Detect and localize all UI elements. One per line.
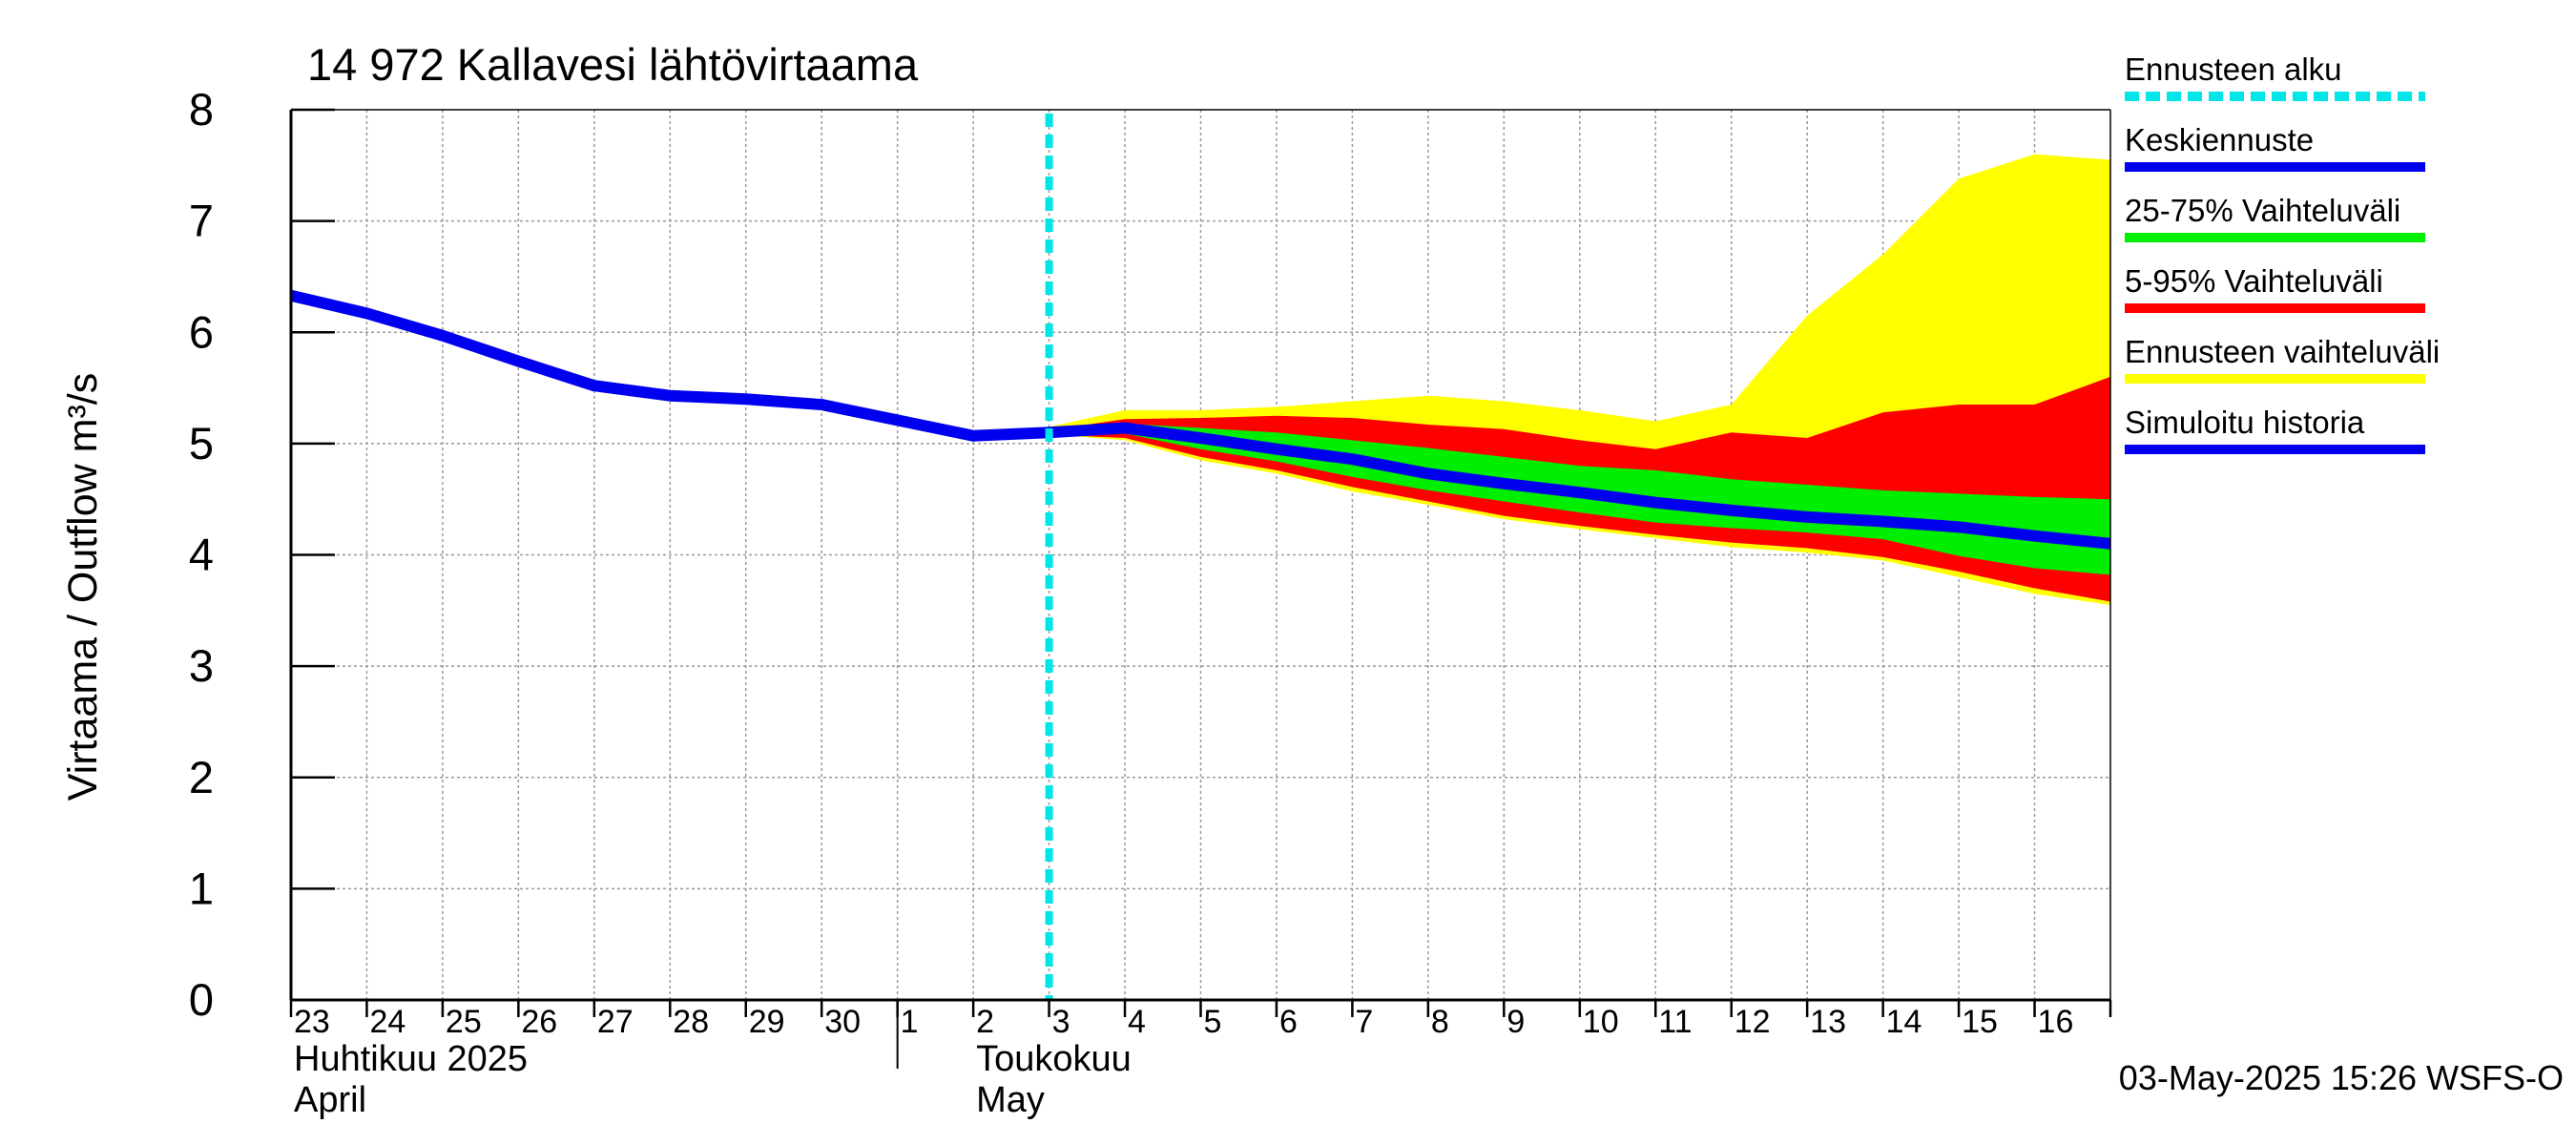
- x-tick-label: 4: [1128, 1004, 1146, 1040]
- y-tick-label: 1: [189, 863, 214, 913]
- y-tick-label: 8: [189, 84, 214, 135]
- x-tick-label: 3: [1052, 1004, 1070, 1040]
- footer-timestamp: 03-May-2025 15:26 WSFS-O: [2119, 1058, 2564, 1097]
- y-tick-label: 0: [189, 974, 214, 1025]
- x-tick-label: 14: [1886, 1004, 1922, 1040]
- x-tick-label: 16: [2038, 1004, 2074, 1040]
- x-tick-label: 26: [521, 1004, 557, 1040]
- x-tick-label: 12: [1735, 1004, 1771, 1040]
- month-label: Huhtikuu 2025: [294, 1039, 528, 1079]
- chart-title: 14 972 Kallavesi lähtövirtaama: [307, 39, 919, 90]
- forecast-bands: [973, 154, 2110, 605]
- x-tick-label: 29: [749, 1004, 785, 1040]
- x-tick-label: 2: [976, 1004, 994, 1040]
- x-tick-label: 5: [1204, 1004, 1222, 1040]
- x-tick-label: 27: [597, 1004, 634, 1040]
- x-tick-label: 6: [1279, 1004, 1298, 1040]
- series-lines: [289, 289, 2111, 550]
- x-tick-label: 8: [1431, 1004, 1449, 1040]
- legend-label: Ennusteen alku: [2125, 52, 2342, 87]
- y-tick-label: 2: [189, 752, 214, 802]
- series-simuloitu-historia: [289, 289, 1049, 442]
- x-tick-label: 13: [1810, 1004, 1846, 1040]
- month-label: Toukokuu: [976, 1039, 1132, 1079]
- series-keskiennuste: [1049, 422, 2111, 550]
- legend-label: 5-95% Vaihteluväli: [2125, 263, 2383, 299]
- x-tick-label: 28: [673, 1004, 709, 1040]
- y-tick-label: 6: [189, 306, 214, 357]
- y-tick-label: 7: [189, 196, 214, 246]
- x-tick-label: 7: [1355, 1004, 1373, 1040]
- x-tick-label: 23: [294, 1004, 330, 1040]
- x-tick-label: 11: [1658, 1004, 1692, 1040]
- y-tick-labels: 0 1 2 3 4 5 6 7 8: [189, 84, 214, 1025]
- legend-label: 25-75% Vaihteluväli: [2125, 193, 2400, 228]
- y-tick-label: 3: [189, 640, 214, 691]
- x-tick-label: 15: [1962, 1004, 1998, 1040]
- x-tick-label: 25: [446, 1004, 482, 1040]
- x-tick-label: 24: [369, 1004, 405, 1040]
- x-tick-label: 30: [824, 1004, 861, 1040]
- legend: Ennusteen alku Keskiennuste 25-75% Vaihtel…: [2125, 52, 2440, 454]
- x-tick-labels: 23 24 25 26 27 28 29 30 1 2 3 4 5 6 7 8 9 10 11 12 13 14 15 16: [294, 1004, 2073, 1040]
- axes: [289, 108, 2112, 1069]
- legend-label: Simuloitu historia: [2125, 405, 2365, 440]
- month-label-en: April: [294, 1080, 366, 1120]
- legend-label: Keskiennuste: [2125, 122, 2314, 157]
- month-label-en: May: [976, 1080, 1045, 1120]
- x-tick-label: 1: [901, 1004, 919, 1040]
- y-axis-label: Virtaama / Outflow m³/s: [60, 373, 106, 801]
- x-tick-label: 10: [1583, 1004, 1619, 1040]
- y-tick-label: 4: [189, 530, 214, 580]
- band-25-75-vaihteluv-li: [973, 423, 2110, 575]
- legend-label: Ennusteen vaihteluväli: [2125, 334, 2440, 369]
- x-tick-label: 9: [1506, 1004, 1525, 1040]
- y-tick-label: 5: [189, 418, 214, 468]
